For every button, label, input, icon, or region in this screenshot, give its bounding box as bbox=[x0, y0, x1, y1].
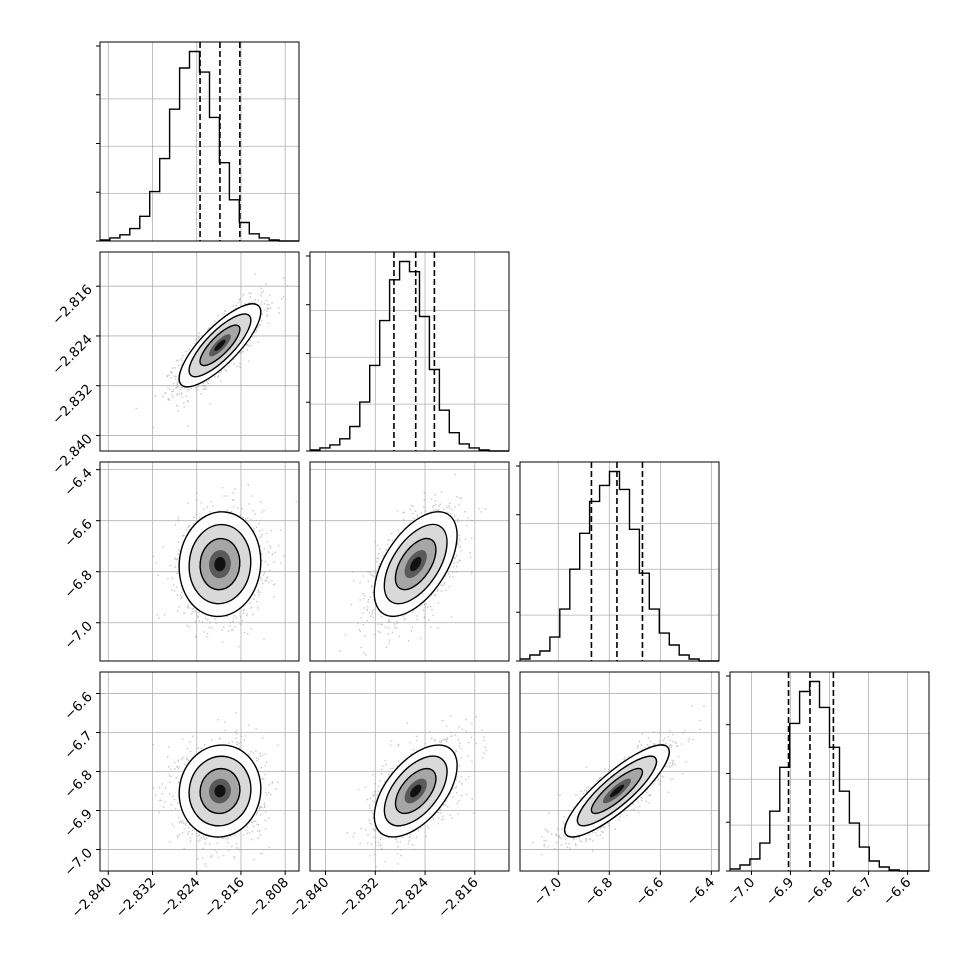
scatter-points bbox=[152, 712, 284, 871]
histogram-step-line bbox=[730, 680, 929, 872]
x-tick-label: −6.6 bbox=[880, 874, 914, 908]
x-tick-label: −2.808 bbox=[245, 875, 292, 922]
y-tick-label: −6.8 bbox=[61, 567, 95, 601]
y-tick-label: −6.6 bbox=[61, 516, 95, 550]
scatter-panel-3-2 bbox=[309, 461, 510, 662]
y-tick-label: −6.7 bbox=[61, 728, 95, 762]
scatter-points bbox=[532, 704, 705, 856]
histogram-panel-1 bbox=[96, 41, 300, 242]
scatter-points bbox=[152, 484, 297, 648]
x-tick-label: −2.816 bbox=[435, 875, 482, 922]
y-tick-label: −6.6 bbox=[61, 689, 95, 723]
density-contour bbox=[410, 784, 422, 798]
histogram-step-line bbox=[310, 260, 509, 452]
density-contour bbox=[214, 556, 226, 572]
y-tick-label: −6.9 bbox=[61, 806, 95, 840]
scatter-panel-4-1 bbox=[99, 671, 300, 872]
x-tick-label: −6.8 bbox=[802, 875, 836, 909]
x-tick-label: −2.816 bbox=[201, 875, 248, 922]
x-tick-label: −2.840 bbox=[68, 875, 115, 922]
panel-frame bbox=[309, 251, 510, 452]
panel-frame bbox=[99, 461, 300, 662]
panel-frame bbox=[309, 671, 510, 872]
x-tick-label: −6.4 bbox=[684, 874, 718, 908]
x-tick-label: −6.7 bbox=[841, 875, 875, 909]
panel-frame bbox=[309, 461, 510, 662]
panel-frame bbox=[99, 41, 300, 242]
x-tick-label: −6.8 bbox=[582, 875, 616, 909]
histogram-step-line bbox=[520, 470, 719, 662]
scatter-panel-3-1 bbox=[99, 461, 300, 662]
y-tick-label: −7.0 bbox=[61, 618, 95, 652]
panel-frame bbox=[99, 251, 300, 452]
y-tick-label: −2.832 bbox=[49, 381, 96, 428]
x-tick-label: −2.824 bbox=[385, 874, 432, 921]
scatter-points bbox=[346, 715, 488, 868]
x-tick-label: −2.824 bbox=[157, 874, 204, 921]
y-tick-label: −2.824 bbox=[49, 331, 96, 378]
x-tick-label: −2.840 bbox=[286, 874, 333, 921]
density-contour bbox=[609, 784, 625, 798]
scatter-panel-2-1 bbox=[99, 251, 300, 452]
density-contour bbox=[214, 784, 226, 798]
x-tick-label: −7.0 bbox=[724, 875, 758, 909]
y-tick-label: −7.0 bbox=[61, 845, 95, 879]
histogram-panel-2 bbox=[306, 251, 510, 452]
density-contour bbox=[214, 339, 226, 351]
panel-frame bbox=[519, 671, 720, 872]
scatter-panel-4-2 bbox=[309, 671, 510, 872]
y-tick-label: −6.8 bbox=[61, 767, 95, 801]
histogram-panel-4 bbox=[726, 671, 930, 872]
panel-frame bbox=[519, 461, 720, 662]
y-tick-label: −2.816 bbox=[49, 282, 96, 329]
x-tick-label: −2.832 bbox=[335, 875, 382, 922]
x-tick-label: −6.6 bbox=[633, 875, 667, 909]
scatter-panel-4-3 bbox=[519, 671, 720, 872]
x-tick-label: −7.0 bbox=[531, 875, 565, 909]
histogram-panel-3 bbox=[516, 461, 720, 662]
x-tick-label: −6.9 bbox=[763, 875, 797, 909]
density-contour bbox=[409, 556, 422, 572]
x-tick-label: −2.832 bbox=[113, 875, 160, 922]
